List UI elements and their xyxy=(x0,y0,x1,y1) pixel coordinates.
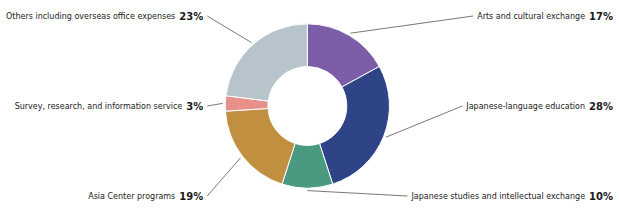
chart: Arts and cultural exchange 17% Japanese-la… xyxy=(0,0,619,212)
slice xyxy=(225,108,295,184)
slice-value-label: 19% xyxy=(179,191,203,202)
slice-value-label: 10% xyxy=(589,191,613,202)
leader-line xyxy=(386,106,462,137)
slice-label: Japanese studies and intellectual exchan… xyxy=(410,192,585,201)
slice-value-label: 23% xyxy=(179,11,203,22)
slice-value-label: 28% xyxy=(589,101,613,112)
leader-line xyxy=(207,16,251,43)
labels: Arts and cultural exchange 17% Japanese-la… xyxy=(6,11,613,202)
slice-label: Survey, research, and information servic… xyxy=(15,102,183,111)
slice-label: Japanese-language education xyxy=(465,102,585,111)
leader-line xyxy=(207,158,240,196)
slice-label: Asia Center programs xyxy=(88,192,175,201)
slice-label: Others including overseas office expense… xyxy=(6,12,175,21)
leader-line xyxy=(207,103,223,106)
slice xyxy=(320,66,390,184)
slice xyxy=(226,24,307,101)
slice-label: Arts and cultural exchange xyxy=(477,12,585,21)
slice-value-label: 17% xyxy=(589,11,613,22)
leader-lines xyxy=(207,16,473,196)
slice-value-label: 3% xyxy=(186,101,203,112)
leader-line xyxy=(307,191,407,196)
leader-line xyxy=(350,16,473,33)
donut xyxy=(225,24,389,188)
